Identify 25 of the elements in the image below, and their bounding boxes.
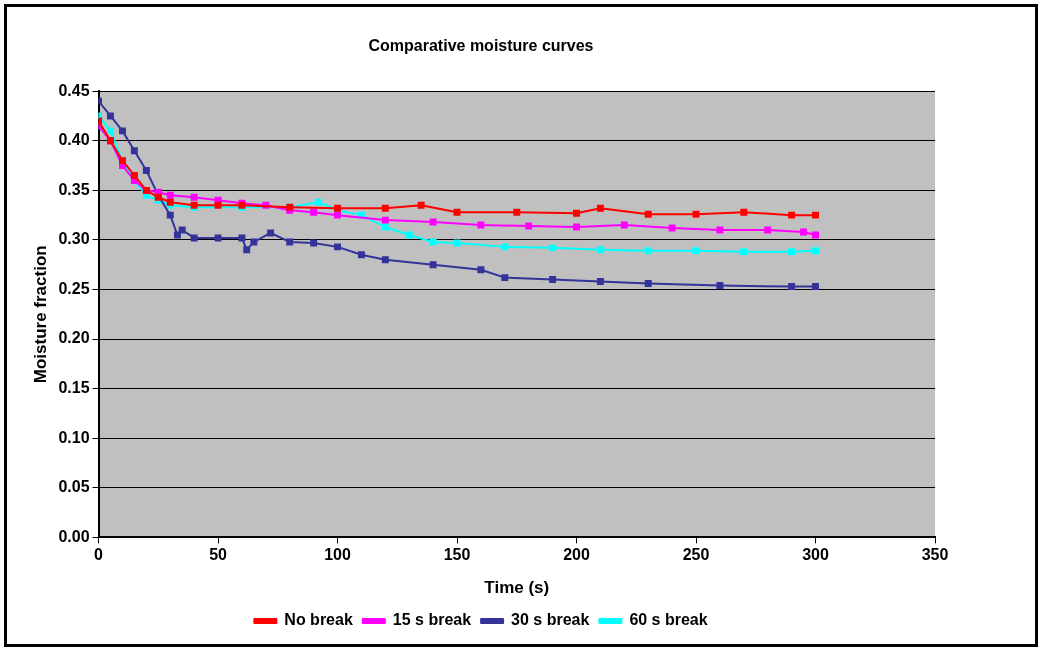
legend-label: 60 s break [629, 611, 708, 629]
x-tick-label: 350 [921, 546, 949, 564]
y-tick-label: 0.05 [58, 478, 90, 496]
y-tick-label: 0.35 [58, 180, 90, 198]
y-axis-title: Moisture fraction [30, 245, 50, 384]
x-tick-label: 50 [209, 546, 228, 564]
y-tick-label: 0.20 [58, 329, 90, 347]
x-axis-title: Time (s) [484, 578, 550, 598]
x-tick-label: 300 [802, 546, 829, 564]
x-tick-label: 150 [443, 546, 471, 564]
y-tick-label: 0.30 [58, 230, 90, 248]
legend-label: No break [284, 611, 353, 629]
y-tick-label: 0.00 [58, 527, 90, 545]
legend-label: 15 s break [392, 611, 472, 629]
x-tick-label: 0 [94, 546, 104, 564]
y-tick-label: 0.40 [58, 131, 90, 149]
x-tick-label: 250 [682, 546, 710, 564]
x-tick-label: 200 [563, 546, 590, 564]
y-tick-label: 0.25 [58, 279, 90, 297]
legend-label: 30 s break [511, 611, 590, 629]
y-tick-label: 0.10 [58, 428, 90, 446]
chart-title: Comparative moisture curves [368, 37, 594, 55]
y-tick-label: 0.15 [58, 379, 90, 397]
x-tick-label: 100 [324, 546, 351, 564]
y-tick-label: 0.45 [58, 81, 90, 99]
